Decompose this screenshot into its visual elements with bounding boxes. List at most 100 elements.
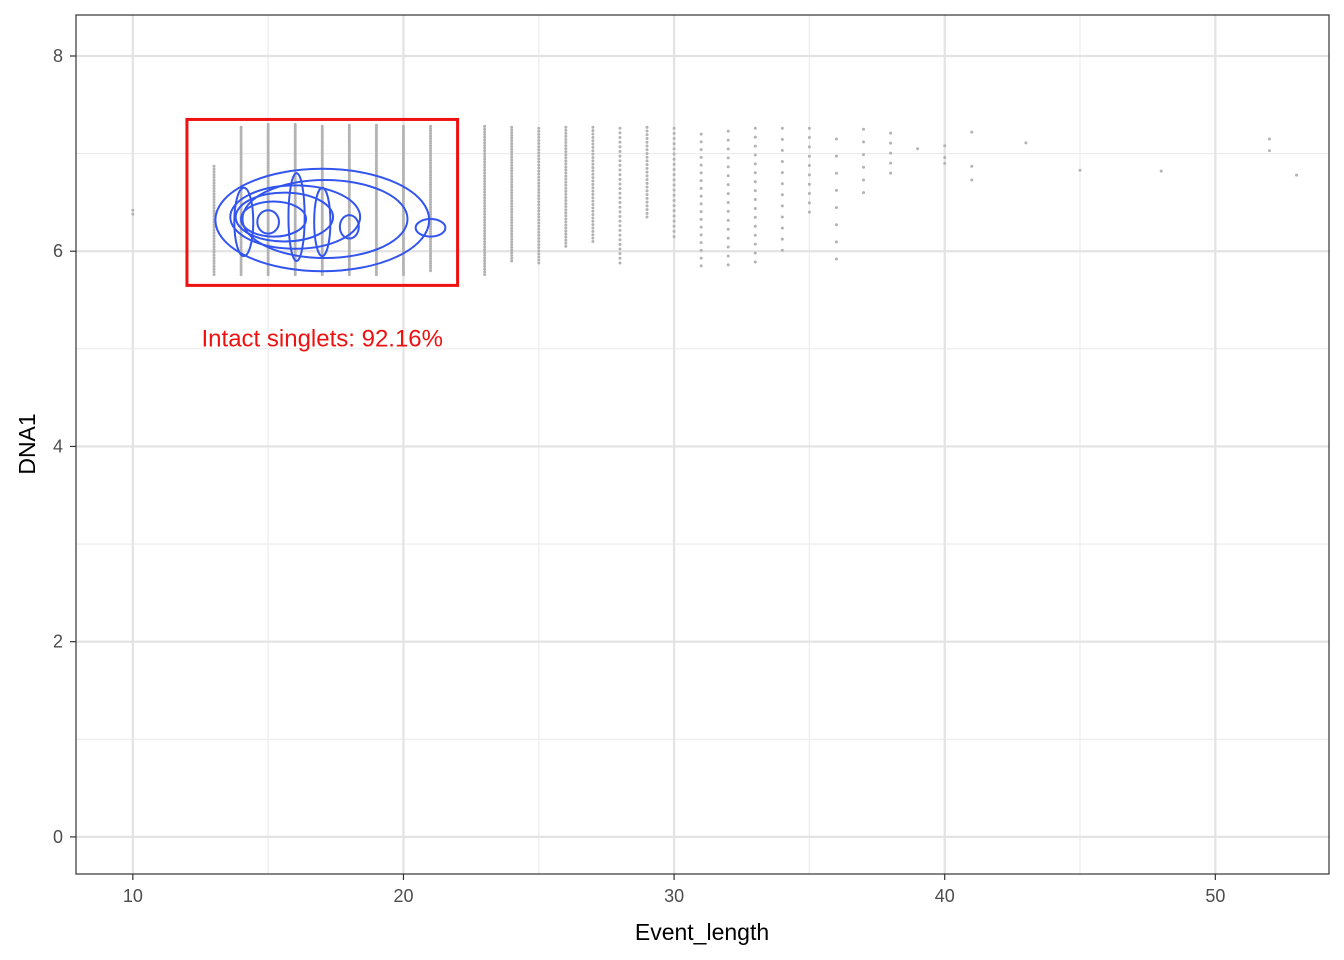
data-point — [347, 193, 351, 197]
data-point — [320, 247, 324, 251]
data-point — [239, 273, 243, 277]
data-point — [266, 166, 270, 170]
data-point — [293, 157, 297, 161]
data-point — [564, 131, 568, 135]
data-point — [374, 223, 378, 227]
data-point — [266, 225, 270, 229]
data-point — [429, 163, 433, 167]
data-point — [293, 125, 297, 129]
data-point — [564, 238, 568, 242]
data-point — [618, 261, 622, 265]
data-point — [862, 178, 866, 182]
data-point — [510, 254, 514, 258]
data-point — [537, 148, 541, 152]
data-point — [374, 273, 378, 277]
data-point — [266, 144, 270, 148]
data-point — [618, 201, 622, 205]
data-point — [483, 168, 487, 172]
data-point — [401, 137, 405, 141]
data-point — [970, 178, 974, 182]
data-point — [320, 180, 324, 184]
data-point — [537, 236, 541, 240]
data-point — [645, 144, 649, 148]
data-point — [699, 140, 703, 144]
data-point — [645, 136, 649, 140]
data-point — [564, 180, 568, 184]
data-point — [537, 178, 541, 182]
density-contour — [234, 191, 335, 243]
data-point — [564, 141, 568, 145]
data-point — [347, 171, 351, 175]
data-point — [429, 242, 433, 246]
data-point — [212, 195, 216, 199]
data-point — [347, 247, 351, 251]
data-point — [429, 178, 433, 182]
data-point — [726, 227, 730, 231]
data-point — [347, 225, 351, 229]
data-point — [401, 178, 405, 182]
data-point — [699, 132, 703, 136]
data-point — [483, 152, 487, 156]
data-point — [374, 195, 378, 199]
density-contour — [241, 178, 409, 260]
data-point — [834, 154, 838, 158]
data-point — [429, 124, 433, 128]
data-point — [401, 152, 405, 156]
data-point — [347, 208, 351, 212]
data-point — [618, 224, 622, 228]
data-point — [374, 171, 378, 175]
data-point — [401, 215, 405, 219]
data-point — [780, 137, 784, 141]
data-point — [374, 199, 378, 203]
data-point — [618, 210, 622, 214]
data-point — [266, 133, 270, 137]
data-point — [320, 204, 324, 208]
data-point — [510, 251, 514, 255]
data-point — [374, 216, 378, 220]
data-point — [347, 151, 351, 155]
data-point — [780, 226, 784, 230]
data-point — [510, 125, 514, 129]
data-point — [401, 195, 405, 199]
data-point — [618, 187, 622, 191]
data-point — [429, 127, 433, 131]
data-point — [537, 233, 541, 237]
data-point — [537, 157, 541, 161]
data-point — [347, 143, 351, 147]
data-point — [347, 260, 351, 264]
data-point — [537, 154, 541, 158]
data-point — [429, 134, 433, 138]
data-point — [483, 193, 487, 197]
data-point — [483, 218, 487, 222]
data-point — [564, 128, 568, 132]
data-point — [320, 191, 324, 195]
data-point — [374, 201, 378, 205]
data-point — [401, 200, 405, 204]
data-point — [699, 202, 703, 206]
data-point — [320, 148, 324, 152]
data-point — [266, 157, 270, 161]
data-point — [401, 174, 405, 178]
data-point — [429, 208, 433, 212]
data-point — [374, 229, 378, 233]
data-point — [780, 248, 784, 252]
data-point — [510, 163, 514, 167]
data-point — [834, 240, 838, 244]
data-point — [374, 154, 378, 158]
y-tick-label: 2 — [53, 632, 63, 652]
data-point — [320, 260, 324, 264]
data-point — [239, 163, 243, 167]
data-point — [537, 132, 541, 136]
data-point — [374, 258, 378, 262]
data-point — [293, 146, 297, 150]
data-point — [591, 169, 595, 173]
data-point — [374, 268, 378, 272]
data-point — [537, 145, 541, 149]
data-point — [212, 187, 216, 191]
data-point — [347, 160, 351, 164]
data-point — [239, 260, 243, 264]
data-point — [429, 225, 433, 229]
data-point — [943, 161, 947, 165]
data-point — [266, 151, 270, 155]
data-point — [401, 191, 405, 195]
